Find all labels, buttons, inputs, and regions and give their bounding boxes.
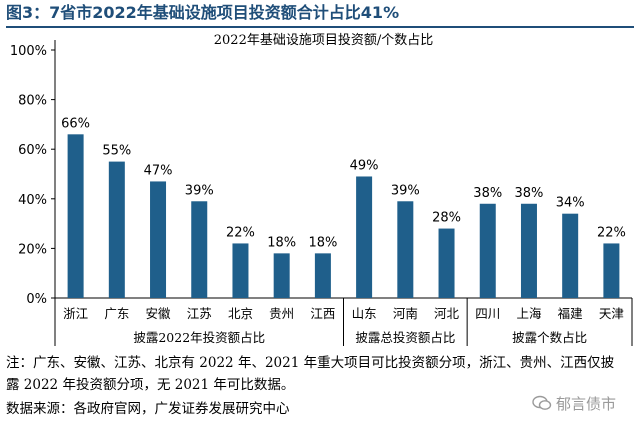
bar (191, 201, 208, 298)
bar (479, 203, 496, 298)
category-label: 天津 (599, 306, 624, 321)
category-label: 山东 (352, 306, 377, 321)
figure-title: 图3：7省市2022年基础设施项目投资额合计占比41% (6, 2, 634, 28)
watermark-text: 郁言债市 (556, 394, 617, 413)
bar (562, 213, 579, 298)
bar (438, 228, 455, 298)
y-tick-label: 80% (18, 94, 47, 109)
data-label: 38% (473, 186, 502, 201)
bar (356, 176, 373, 298)
bar (520, 203, 537, 298)
bar (232, 243, 249, 298)
data-label: 22% (226, 225, 255, 240)
chart-title: 2022年基础设施项目投资额/个数占比 (214, 32, 433, 48)
data-label: 18% (308, 235, 337, 250)
y-tick-label: 0% (26, 292, 47, 307)
category-label: 江苏 (187, 306, 212, 321)
data-label: 38% (515, 186, 544, 201)
bar (397, 201, 414, 298)
y-tick-label: 20% (18, 242, 47, 257)
figure-note: 注：广东、安徽、江苏、北京有 2022 年、2021 年重大项目可比投资额分项，… (6, 355, 615, 393)
watermark: 郁言债市 (532, 392, 636, 414)
data-label: 28% (432, 211, 461, 226)
category-label: 广东 (104, 306, 129, 321)
category-label: 安徽 (146, 306, 172, 321)
y-tick-label: 60% (18, 143, 47, 158)
bar (273, 253, 290, 298)
category-label: 江西 (310, 306, 335, 321)
data-label: 22% (597, 225, 626, 240)
data-label: 49% (350, 158, 379, 173)
group-label: 披露总投资额占比 (355, 330, 455, 345)
bar (67, 134, 84, 298)
data-label: 66% (61, 116, 90, 131)
category-label: 福建 (558, 306, 584, 321)
group-label: 披露2022年投资额占比 (133, 330, 265, 345)
bar (108, 161, 125, 298)
category-label: 浙江 (63, 306, 88, 321)
category-label: 四川 (475, 306, 500, 321)
data-label: 18% (267, 235, 296, 250)
figure-source: 数据来源：各政府官网，广发证券发展研究中心 (6, 401, 290, 417)
category-label: 河北 (434, 306, 460, 321)
wechat-icon (532, 395, 552, 410)
bar (150, 181, 167, 298)
data-label: 34% (556, 196, 585, 211)
category-label: 河南 (393, 306, 418, 321)
group-label: 披露个数占比 (512, 330, 587, 345)
bar-chart: 2022年基础设施项目投资额/个数占比 0% 20% 40% 60% 80% 100% 66%… (10, 32, 633, 346)
data-label: 39% (391, 183, 420, 198)
data-label: 47% (144, 163, 173, 178)
bar (314, 253, 331, 298)
y-tick-label: 100% (10, 44, 47, 59)
category-label: 北京 (228, 306, 253, 321)
category-label: 贵州 (269, 306, 294, 321)
category-label: 上海 (516, 306, 542, 321)
data-label: 39% (185, 183, 214, 198)
data-label: 55% (102, 144, 131, 159)
y-tick-label: 40% (18, 193, 47, 208)
bar (603, 243, 620, 298)
